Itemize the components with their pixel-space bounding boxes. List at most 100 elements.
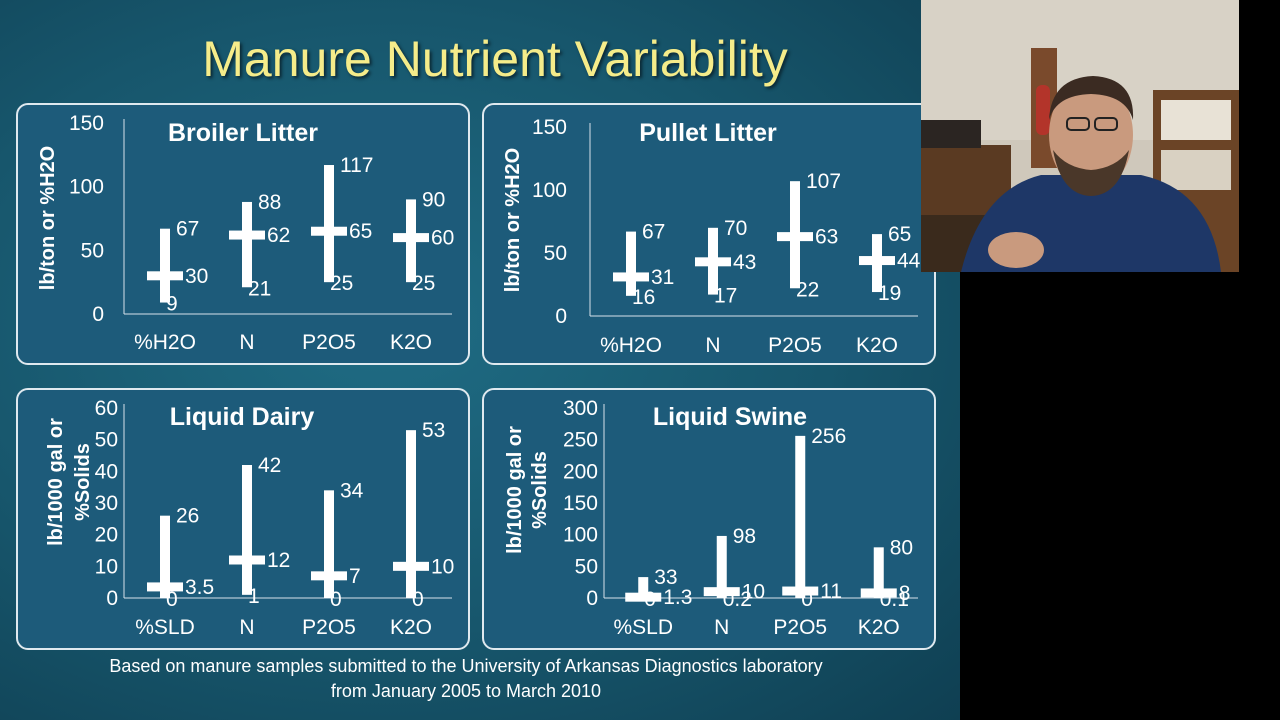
swine-chart-title: Liquid Swine: [653, 403, 807, 431]
broiler-mean-label: 30: [185, 265, 208, 288]
swine-x-tick-label: N: [714, 616, 729, 639]
pullet-x-tick-label: K2O: [856, 334, 898, 357]
swine-y-tick-label: 150: [563, 492, 598, 515]
dairy-x-tick-label: %SLD: [135, 616, 195, 639]
dairy-max-label: 26: [176, 505, 199, 528]
pullet-mean-label: 63: [815, 226, 838, 249]
dairy-range-bar: [242, 465, 252, 595]
swine-y-tick-label: 200: [563, 460, 598, 483]
dairy-x-tick-label: P2O5: [302, 616, 356, 639]
dairy-mean-label: 3.5: [185, 576, 214, 599]
dairy-mean-marker: [311, 571, 347, 581]
pullet-min-label: 16: [632, 286, 655, 309]
dairy-min-label: 0: [412, 588, 424, 611]
dairy-y-tick-label: 40: [95, 460, 118, 483]
slide-title: Manure Nutrient Variability: [202, 31, 788, 87]
swine-y-tick-label: 50: [575, 555, 598, 578]
broiler-y-tick-label: 50: [81, 239, 104, 262]
swine-mean-marker: [860, 588, 897, 598]
dairy-range-bar: [406, 430, 416, 598]
dairy-mean-label: 10: [431, 555, 454, 578]
broiler-min-label: 21: [248, 277, 271, 300]
swine-y-axis-label: lb/1000 gal or: [504, 426, 526, 554]
pullet-x-tick-label: %H2O: [600, 334, 662, 357]
swine-y-tick-label: 300: [563, 397, 598, 420]
swine-x-tick-label: P2O5: [773, 616, 827, 639]
pullet-y-tick-label: 50: [544, 242, 567, 265]
pullet-x-tick-label: N: [705, 334, 720, 357]
pullet-max-label: 107: [806, 170, 841, 193]
swine-x-tick-label: %SLD: [613, 616, 673, 639]
swine-range-bar: [873, 547, 884, 598]
pullet-min-label: 19: [878, 282, 901, 305]
swine-y-axis-label: %Solids: [529, 451, 551, 529]
dairy-max-label: 42: [258, 454, 281, 477]
presenter-webcam-video: [921, 0, 1239, 272]
pullet-mean-marker: [859, 256, 895, 266]
pullet-min-label: 17: [714, 285, 737, 308]
broiler-mean-marker: [229, 230, 265, 240]
pullet-chart-title: Pullet Litter: [639, 119, 777, 147]
broiler-range-bar: [324, 165, 334, 283]
swine-x-tick-label: K2O: [858, 616, 900, 639]
dairy-chart-title: Liquid Dairy: [170, 403, 315, 431]
dairy-range-bar: [324, 490, 334, 598]
broiler-min-label: 9: [166, 293, 178, 316]
presenter-video-frame: [921, 0, 1239, 272]
dairy-y-tick-label: 10: [95, 555, 118, 578]
liquid-swine-panel: [482, 388, 936, 650]
footnote: Based on manure samples submitted to the…: [0, 654, 932, 704]
broiler-max-label: 117: [340, 154, 373, 177]
pullet-mean-marker: [695, 257, 731, 267]
broiler-range-bar: [242, 201, 252, 288]
broiler-mean-label: 60: [431, 227, 454, 250]
dairy-mean-marker: [393, 561, 429, 571]
swine-max-label: 256: [811, 425, 846, 448]
swine-range-bar: [716, 535, 727, 598]
swine-min-label: 0: [644, 588, 656, 611]
swine-mean-marker: [782, 586, 819, 596]
dairy-range-bar: [160, 515, 170, 598]
swine-y-tick-label: 0: [586, 587, 598, 610]
broiler-min-label: 25: [330, 272, 353, 295]
pullet-mean-label: 43: [733, 251, 756, 274]
dairy-x-tick-label: K2O: [390, 616, 432, 639]
pullet-max-label: 67: [642, 221, 665, 244]
dairy-mean-marker: [147, 582, 183, 592]
dairy-mean-label: 7: [349, 565, 361, 588]
broiler-y-tick-label: 150: [69, 112, 104, 135]
dairy-y-tick-label: 0: [106, 587, 118, 610]
dairy-y-tick-label: 50: [95, 429, 118, 452]
dairy-min-label: 0: [166, 588, 178, 611]
pullet-max-label: 70: [724, 217, 747, 240]
broiler-max-label: 67: [176, 218, 199, 241]
swine-min-label: 0: [801, 588, 813, 611]
dairy-x-tick-label: N: [239, 616, 254, 639]
dairy-y-axis-label: %Solids: [72, 443, 94, 521]
swine-y-tick-label: 250: [563, 429, 598, 452]
broiler-chart-title: Broiler Litter: [168, 119, 318, 147]
dairy-max-label: 34: [340, 479, 364, 502]
broiler-mean-label: 65: [349, 220, 372, 243]
pullet-y-axis-label: lb/ton or %H2O: [502, 148, 524, 292]
broiler-x-tick-label: N: [239, 331, 254, 354]
swine-mean-marker: [625, 592, 662, 602]
swine-max-label: 33: [654, 566, 677, 589]
footnote-line-2: from January 2005 to March 2010: [330, 681, 602, 701]
pullet-y-tick-label: 0: [555, 305, 567, 328]
broiler-x-tick-label: P2O5: [302, 331, 356, 354]
pullet-mean-label: 31: [651, 266, 674, 289]
swine-max-label: 98: [733, 525, 756, 548]
footnote-line-1: Based on manure samples submitted to the…: [109, 656, 823, 676]
broiler-max-label: 88: [258, 191, 281, 214]
swine-range-bar: [795, 435, 806, 598]
pullet-range-bar: [626, 231, 636, 296]
pullet-y-tick-label: 100: [532, 179, 567, 202]
pullet-x-tick-label: P2O5: [768, 334, 822, 357]
swine-max-label: 80: [890, 536, 913, 559]
broiler-min-label: 25: [412, 272, 435, 295]
dairy-mean-marker: [229, 555, 265, 565]
broiler-mean-label: 62: [267, 224, 290, 247]
swine-min-label: 0.2: [723, 588, 752, 611]
dairy-min-label: 0: [330, 588, 342, 611]
